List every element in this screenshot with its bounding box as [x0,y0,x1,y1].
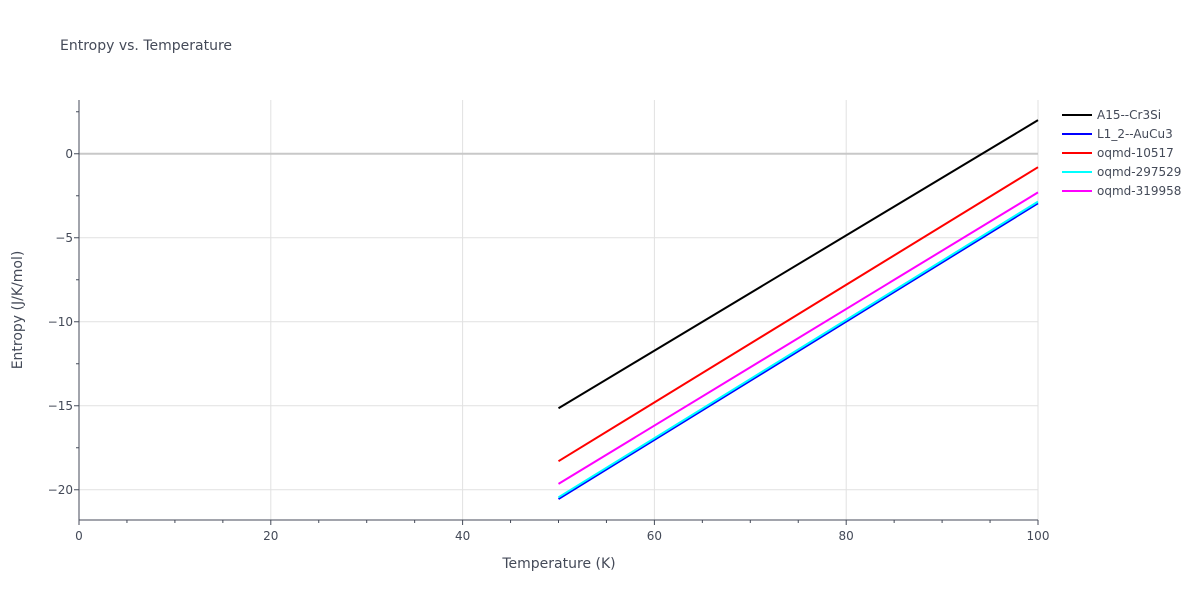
grid-layer [79,100,1039,520]
x-tick-label: 0 [75,529,83,543]
axes-layer: 0 20 40 60 80 100 0 −5 −10 −15 −20 [48,100,1050,543]
legend-item[interactable]: oqmd-297529 [1062,165,1181,179]
legend-item[interactable]: oqmd-10517 [1062,146,1174,160]
legend-item[interactable]: L1_2--AuCu3 [1062,127,1173,141]
legend-label: A15--Cr3Si [1097,108,1161,122]
y-tick-label: 0 [65,147,73,161]
series-layer [557,119,1039,500]
x-tick-label: 20 [263,529,278,543]
series-line-3 [557,166,1039,463]
legend-label: oqmd-319958 [1097,184,1181,198]
x-tick-label: 60 [647,529,662,543]
y-tick-label: −15 [48,399,73,413]
y-axis-title: Entropy (J/K/mol) [10,251,26,370]
series-line-5 [557,191,1039,485]
x-tick-label: 100 [1027,529,1050,543]
legend-item[interactable]: A15--Cr3Si [1062,108,1161,122]
y-tick-label: −20 [48,483,73,497]
y-tick-label: −10 [48,315,73,329]
x-axis-title: Temperature (K) [501,556,615,572]
legend-label: oqmd-10517 [1097,146,1174,160]
legend-label: oqmd-297529 [1097,165,1181,179]
legend-label: L1_2--AuCu3 [1097,127,1173,141]
x-tick-label: 80 [839,529,854,543]
chart-title: Entropy vs. Temperature [60,38,232,54]
series-line-1 [557,119,1039,410]
x-tick-label: 40 [455,529,470,543]
series-line-2 [557,202,1039,500]
series-line-4 [557,200,1039,499]
y-tick-label: −5 [55,231,73,245]
legend[interactable]: A15--Cr3Si L1_2--AuCu3 oqmd-10517 oqmd-2975… [1062,108,1181,198]
legend-item[interactable]: oqmd-319958 [1062,184,1181,198]
